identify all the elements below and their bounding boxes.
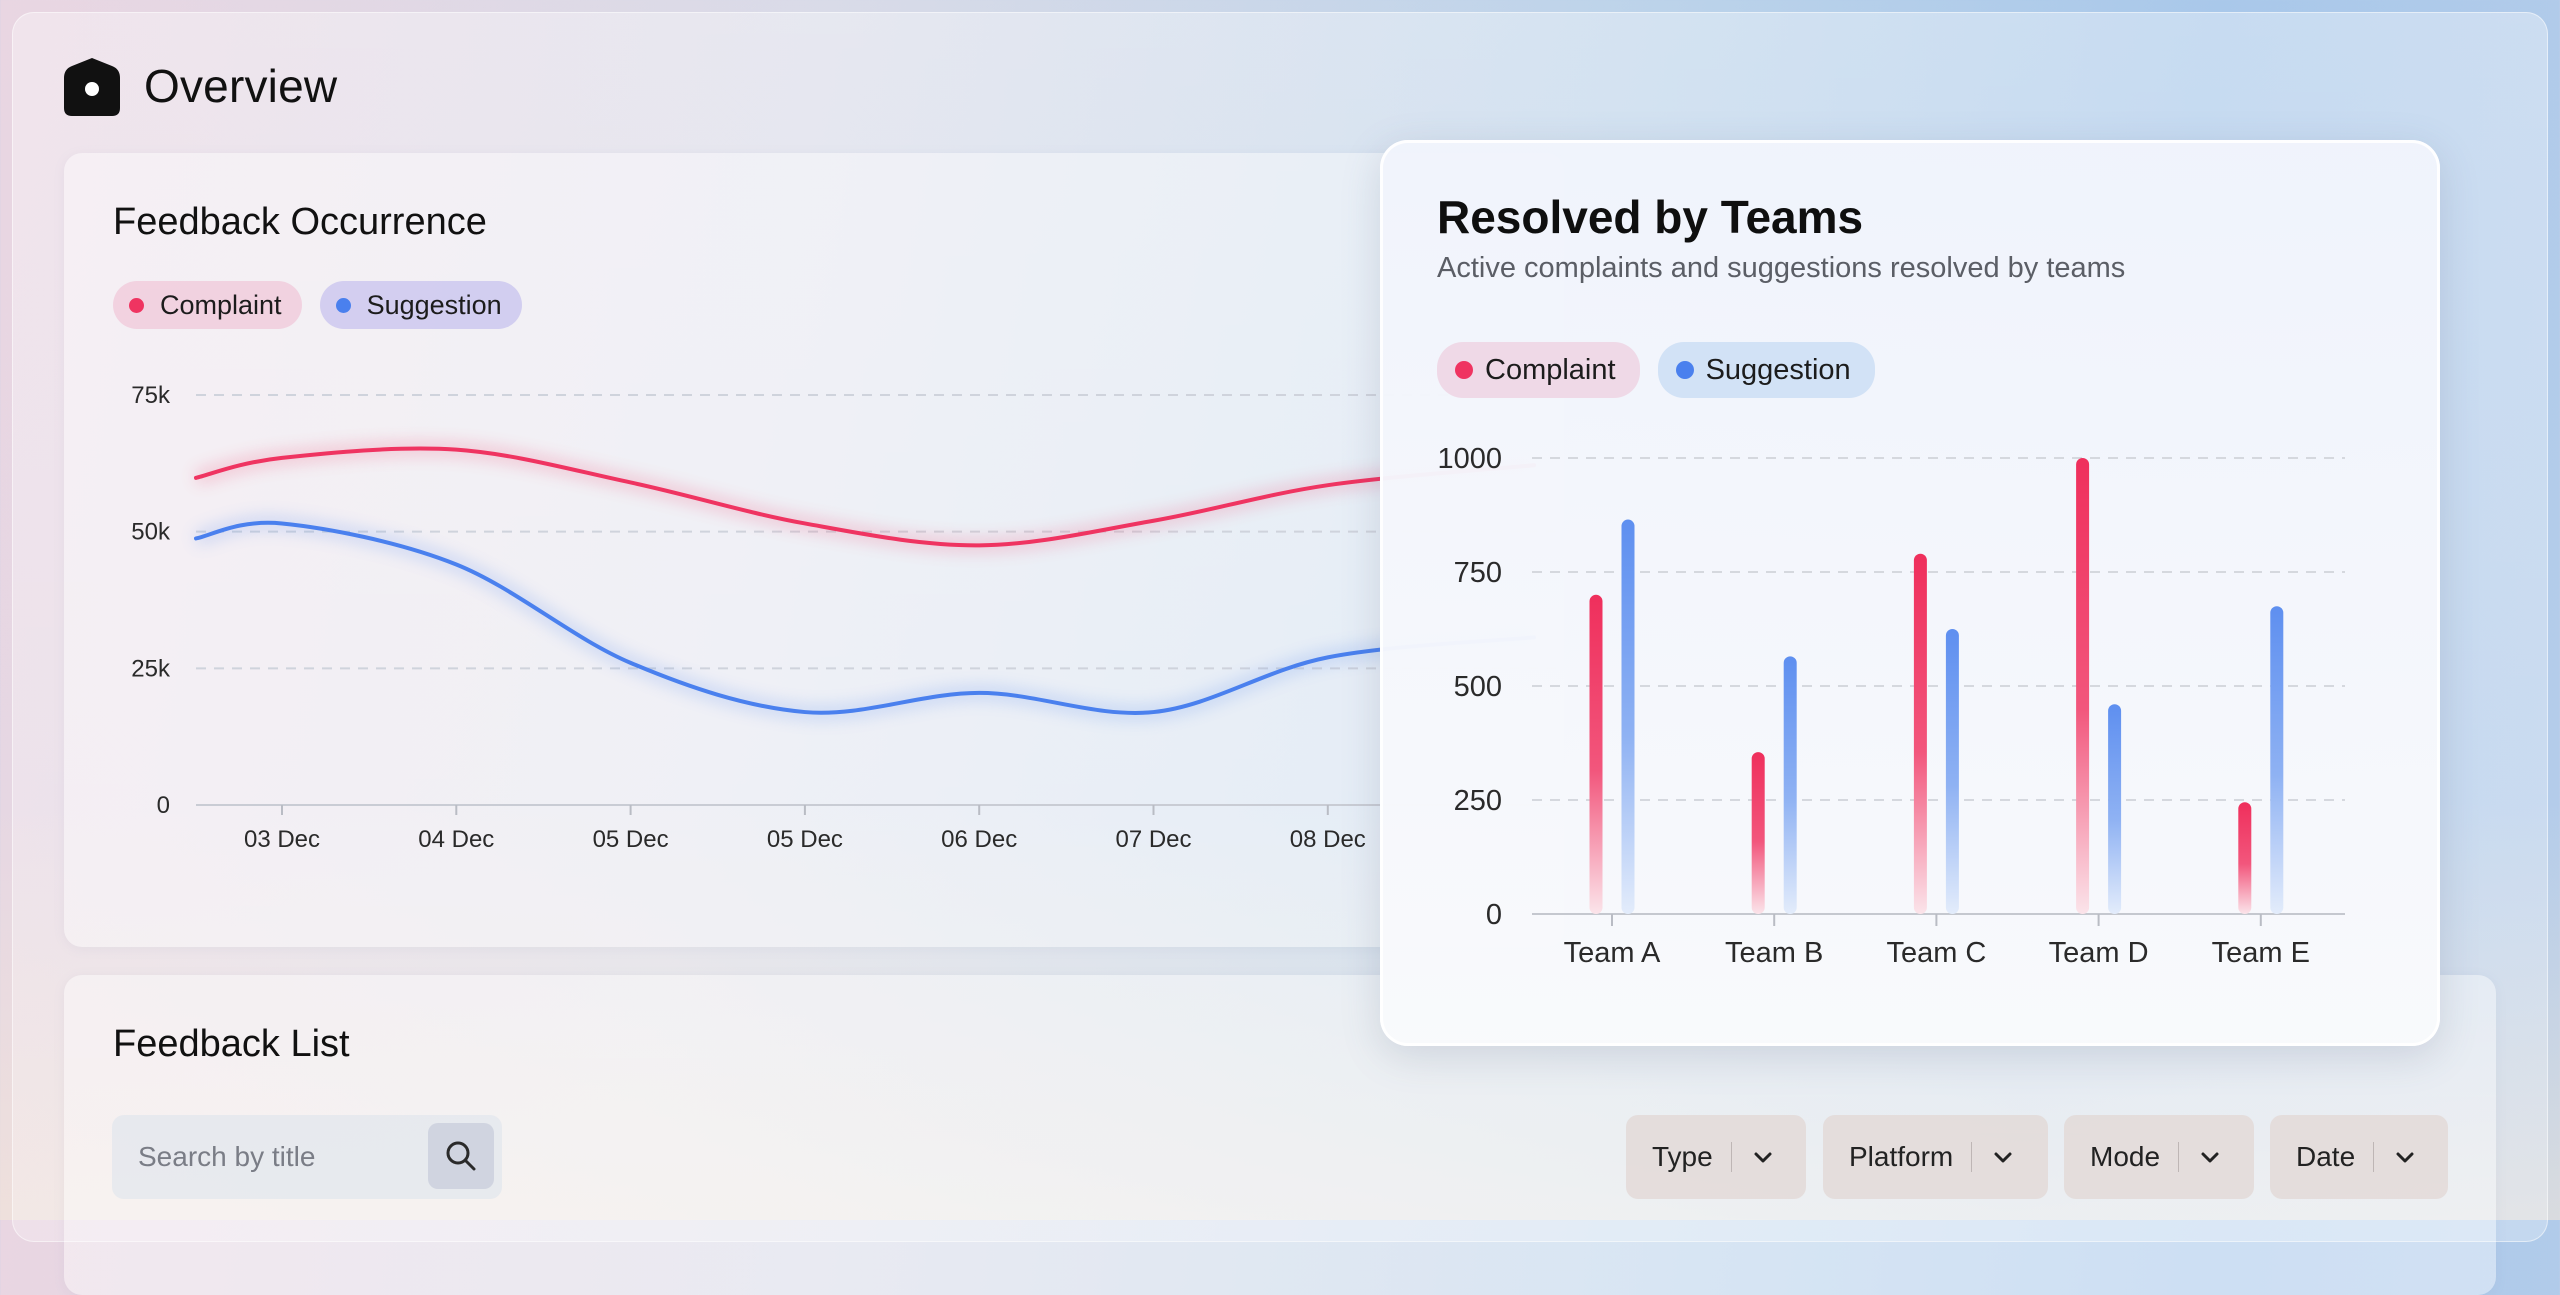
page-title: Overview xyxy=(144,60,338,112)
chevron-down-icon xyxy=(2396,1152,2414,1163)
y-tick-label: 500 xyxy=(1454,671,1502,703)
resolved-chart-title: Resolved by Teams xyxy=(1437,191,1864,243)
bar-suggestion-team-c xyxy=(1945,629,1959,914)
resolved-bar-chart: 0 250 500 750 1000 Team A Team B Team C Team D Te… xyxy=(1437,443,2345,969)
bar-suggestion-team-e xyxy=(2270,606,2284,914)
series-glow xyxy=(194,515,1535,720)
resolved-chart-subtitle: Active complaints and suggestions resolv… xyxy=(1437,252,2126,284)
filter-mode-label: Mode xyxy=(2090,1141,2161,1172)
legend-suggestion-label: Suggestion xyxy=(1705,353,1851,386)
x-tick-label: Team C xyxy=(1886,937,1986,969)
x-tick-label: 05 Dec xyxy=(767,826,843,853)
legend-complaint[interactable]: Complaint xyxy=(113,281,302,329)
resolved-legend: Complaint Suggestion xyxy=(1437,342,1875,398)
filter-type-label: Type xyxy=(1652,1141,1713,1172)
x-tick-label: Team E xyxy=(2212,937,2310,969)
x-tick-label: 05 Dec xyxy=(593,826,669,853)
y-tick-label: 0 xyxy=(157,792,170,819)
x-tick-label: Team B xyxy=(1725,937,1823,969)
y-tick-label: 750 xyxy=(1454,557,1502,589)
filter-date[interactable]: Date xyxy=(2270,1115,2448,1199)
filter-divider xyxy=(2373,1142,2375,1172)
legend-suggestion[interactable]: Suggestion xyxy=(1657,342,1875,398)
search-box xyxy=(112,1115,502,1199)
complaint-dot-icon xyxy=(1455,361,1473,379)
x-tick-label: 07 Dec xyxy=(1115,826,1191,853)
y-tick-label: 250 xyxy=(1454,785,1502,817)
series-line-complaint xyxy=(194,446,1536,548)
x-tick-label: 04 Dec xyxy=(418,826,494,853)
feedback-list-title: Feedback List xyxy=(113,1023,350,1065)
x-tick-label: Team A xyxy=(1564,937,1661,969)
legend-complaint-label: Complaint xyxy=(1485,353,1616,386)
resolved-by-teams-card: Resolved by Teams Active complaints and … xyxy=(1380,140,2440,1046)
legend-suggestion-label: Suggestion xyxy=(366,289,502,320)
y-tick-label: 75k xyxy=(131,382,171,409)
filter-divider xyxy=(1971,1142,1973,1172)
x-tick-label: Team D xyxy=(2049,937,2149,969)
filter-platform[interactable]: Platform xyxy=(1823,1115,2048,1199)
chevron-down-icon xyxy=(1754,1152,1772,1163)
x-tick-label: 08 Dec xyxy=(1290,826,1366,853)
filter-divider xyxy=(1730,1142,1732,1172)
x-tick-label: 06 Dec xyxy=(941,826,1017,853)
search-button[interactable] xyxy=(428,1123,494,1189)
occurrence-chart-title: Feedback Occurrence xyxy=(113,201,487,243)
page-header: Overview xyxy=(64,56,337,116)
legend-complaint[interactable]: Complaint xyxy=(1437,342,1640,398)
search-icon xyxy=(446,1141,476,1171)
legend-complaint-label: Complaint xyxy=(160,289,282,320)
series-line-suggestion xyxy=(194,520,1536,715)
filter-divider xyxy=(2178,1142,2180,1172)
filter-type[interactable]: Type xyxy=(1626,1115,1806,1199)
complaint-dot-icon xyxy=(129,297,144,313)
chevron-down-icon xyxy=(1994,1152,2012,1163)
bar-complaint-team-d xyxy=(2076,458,2090,914)
chevron-down-icon xyxy=(2201,1152,2219,1163)
feedback-occurrence-card: Feedback Occurrence Complaint Suggestion… xyxy=(64,153,1564,947)
suggestion-dot-icon xyxy=(1675,361,1694,379)
x-tick-label: 03 Dec xyxy=(244,826,320,853)
search-input[interactable] xyxy=(112,1115,438,1199)
filter-mode[interactable]: Mode xyxy=(2064,1115,2254,1199)
y-tick-label: 0 xyxy=(1486,899,1502,931)
bar-suggestion-team-d xyxy=(2108,704,2122,914)
suggestion-dot-icon xyxy=(335,297,351,313)
bar-suggestion-team-b xyxy=(1783,656,1797,914)
bar-complaint-team-c xyxy=(1913,553,1927,914)
app-logo-icon xyxy=(64,58,120,116)
bar-complaint-team-e xyxy=(2238,802,2252,914)
occurrence-line-chart: 0 25k 50k 75k 03 Dec 04 Dec 05 Dec 05 Dec 06 Dec… xyxy=(131,382,1564,853)
filter-date-label: Date xyxy=(2296,1141,2356,1172)
filter-platform-label: Platform xyxy=(1849,1141,1954,1172)
y-tick-label: 25k xyxy=(131,655,171,682)
occurrence-legend: Complaint Suggestion xyxy=(113,281,522,329)
y-tick-label: 1000 xyxy=(1437,443,1502,475)
legend-suggestion[interactable]: Suggestion xyxy=(319,281,522,329)
bar-suggestion-team-a xyxy=(1621,519,1635,914)
bar-complaint-team-b xyxy=(1751,752,1765,914)
bar-complaint-team-a xyxy=(1589,594,1603,914)
y-tick-label: 50k xyxy=(131,519,171,546)
